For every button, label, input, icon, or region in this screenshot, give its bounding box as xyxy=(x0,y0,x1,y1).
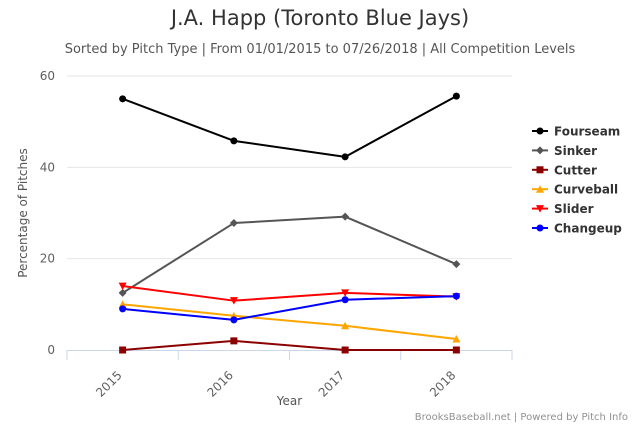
x-axis-title: Year xyxy=(276,394,302,408)
x-tick-label: 2016 xyxy=(204,368,235,399)
series-line xyxy=(122,339,457,351)
series-line xyxy=(122,295,457,321)
data-point xyxy=(452,260,461,269)
series-cutter xyxy=(119,337,460,354)
data-point xyxy=(341,346,349,354)
data-point xyxy=(119,346,127,354)
credits-text: BrooksBaseball.net | Powered by Pitch In… xyxy=(414,412,628,423)
legend-item-cutter[interactable]: Cutter xyxy=(532,163,597,177)
y-axis-title: Percentage of Pitches xyxy=(16,148,30,278)
data-point xyxy=(230,316,238,324)
data-point xyxy=(118,288,127,297)
legend-label: Slider xyxy=(554,202,594,216)
axes: 0 20 40 60 2015 2016 2017 2018 Year Percentage of… xyxy=(16,69,513,408)
data-point xyxy=(229,297,238,305)
y-tick-label: 20 xyxy=(40,252,55,266)
y-tick-label: 0 xyxy=(47,343,55,357)
data-point xyxy=(341,153,349,161)
legend-item-slider[interactable]: Slider xyxy=(532,202,594,216)
data-point xyxy=(119,95,127,103)
data-point xyxy=(230,137,238,145)
legend-marker xyxy=(536,146,544,155)
legend-marker xyxy=(536,205,544,213)
x-tick-label: 2015 xyxy=(93,368,124,399)
data-point xyxy=(452,292,460,300)
legend-label: Changeup xyxy=(554,222,622,236)
series-slider xyxy=(118,282,461,305)
series-line xyxy=(122,215,457,294)
data-point xyxy=(341,212,350,221)
legend-item-sinker[interactable]: Sinker xyxy=(532,144,597,158)
data-point xyxy=(341,296,349,304)
data-point xyxy=(119,305,127,313)
chart-title: J.A. Happ (Toronto Blue Jays) xyxy=(170,6,470,30)
chart-subtitle: Sorted by Pitch Type | From 01/01/2015 t… xyxy=(64,42,576,57)
series-layer xyxy=(118,92,461,354)
legend-item-changeup[interactable]: Changeup xyxy=(532,222,622,236)
data-point xyxy=(341,289,350,297)
series-curveball xyxy=(118,300,461,343)
legend-label: Cutter xyxy=(554,163,597,177)
data-point xyxy=(118,282,127,291)
legend-label: Fourseam xyxy=(554,125,620,139)
series-sinker xyxy=(118,212,461,297)
y-tick-label: 40 xyxy=(40,160,55,174)
data-point xyxy=(230,337,238,345)
series-line xyxy=(122,285,457,302)
legend: Fourseam Sinker Cutter Curveball Slider Chang… xyxy=(532,125,622,236)
series-line xyxy=(122,303,457,341)
data-point xyxy=(118,300,127,308)
legend-label: Curveball xyxy=(554,183,618,197)
legend-label: Sinker xyxy=(554,144,597,158)
y-tick-label: 60 xyxy=(40,69,55,83)
series-fourseam xyxy=(119,92,460,161)
legend-marker xyxy=(536,166,544,174)
legend-item-fourseam[interactable]: Fourseam xyxy=(532,125,620,139)
grid-lines xyxy=(67,75,512,260)
data-point xyxy=(341,321,350,330)
legend-marker xyxy=(536,185,544,193)
x-tick-label: 2018 xyxy=(427,368,458,399)
legend-marker xyxy=(536,127,544,135)
series-changeup xyxy=(119,292,460,324)
data-point xyxy=(452,92,460,100)
x-tick-label: 2017 xyxy=(316,368,347,399)
series-line xyxy=(122,95,457,158)
data-point xyxy=(452,335,461,343)
data-point xyxy=(452,346,460,354)
legend-item-curveball[interactable]: Curveball xyxy=(532,183,618,197)
legend-marker xyxy=(536,224,544,232)
data-point xyxy=(229,219,238,228)
